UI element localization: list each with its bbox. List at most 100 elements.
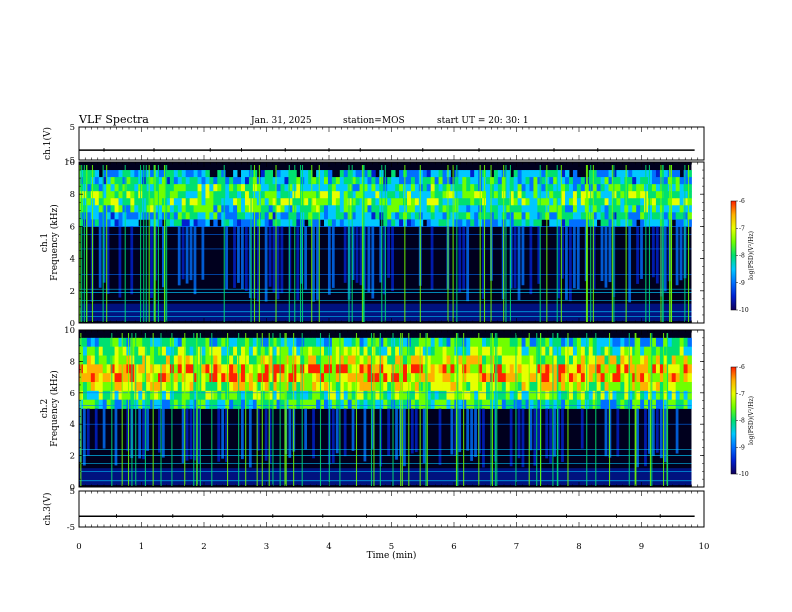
spectrogram-cell bbox=[458, 219, 463, 227]
spectrogram-cell bbox=[260, 198, 266, 206]
spectrogram-cell bbox=[86, 337, 92, 348]
spectrogram-cell bbox=[426, 390, 432, 401]
spectrogram-cell bbox=[600, 177, 605, 185]
spectrogram-cell bbox=[493, 177, 499, 185]
spectrogram-cell bbox=[557, 198, 562, 206]
spectrogram-cell bbox=[651, 191, 657, 199]
spectrogram-cell bbox=[561, 373, 566, 383]
spectrogram-cell bbox=[351, 198, 357, 206]
spectrogram-cell bbox=[493, 346, 499, 356]
spectrogram-cell bbox=[308, 212, 313, 220]
spectrogram-cell bbox=[383, 346, 388, 356]
spectrogram-cell bbox=[529, 212, 534, 220]
spectrogram-cell bbox=[339, 191, 345, 199]
spectrogram-cell bbox=[359, 346, 364, 356]
spectrogram-cell bbox=[663, 364, 669, 374]
spectrogram-cell bbox=[596, 382, 602, 392]
spectrogram-cell bbox=[205, 399, 210, 409]
spectrogram-cell bbox=[197, 346, 202, 356]
hiss-streak bbox=[371, 226, 375, 299]
spectrogram-cell bbox=[640, 390, 645, 401]
spectrogram-cell bbox=[335, 191, 341, 199]
spectrogram-cell bbox=[154, 364, 159, 374]
spectrogram-cell bbox=[576, 373, 582, 383]
spectrogram-cell bbox=[651, 399, 657, 409]
spectrogram-cell bbox=[675, 205, 681, 213]
spectrogram-cell bbox=[134, 373, 139, 383]
spectrogram-cell bbox=[466, 390, 471, 401]
spectrogram-cell bbox=[434, 382, 439, 392]
spectrogram-cell bbox=[268, 219, 274, 227]
spectrogram-cell bbox=[679, 205, 684, 213]
spectrogram-cell bbox=[150, 382, 155, 392]
y-tick-label: -5 bbox=[67, 523, 75, 533]
hiss-streak bbox=[363, 226, 367, 291]
spectrogram-cell bbox=[367, 184, 372, 192]
hiss-streak bbox=[256, 408, 260, 451]
spectrogram-cell bbox=[418, 373, 424, 383]
spectrogram-cell bbox=[422, 355, 428, 365]
hiss-streak bbox=[482, 226, 485, 299]
spectrogram-cell bbox=[561, 399, 566, 409]
hiss-streak bbox=[422, 408, 426, 464]
hiss-streak bbox=[458, 226, 462, 293]
spectrogram-cell bbox=[331, 184, 337, 192]
spectrogram-cell bbox=[221, 177, 226, 185]
spectrogram-cell bbox=[557, 373, 562, 383]
hiss-streak bbox=[663, 408, 667, 463]
spectrogram-cell bbox=[146, 399, 151, 409]
spectrogram-cell bbox=[316, 177, 321, 185]
spectrogram-cell bbox=[679, 219, 684, 227]
spectrogram-cell bbox=[86, 390, 92, 401]
spectrogram-cell bbox=[580, 212, 586, 220]
spectrogram-cell bbox=[296, 219, 301, 227]
spectrogram-cell bbox=[327, 337, 333, 348]
spectrogram-cell bbox=[106, 191, 112, 199]
spectrogram-cell bbox=[359, 355, 364, 365]
spectrogram-cell bbox=[553, 184, 558, 192]
spectrogram-cell bbox=[470, 390, 475, 401]
spectrogram-cell bbox=[679, 399, 684, 409]
spectrogram-cell bbox=[604, 212, 609, 220]
spectrogram-cell bbox=[209, 184, 214, 192]
spectrogram-cell bbox=[592, 191, 598, 199]
spectrogram-cell bbox=[525, 191, 530, 199]
y-tick-label: 10 bbox=[64, 326, 75, 336]
spectrogram-cell bbox=[165, 191, 171, 199]
spectrogram-cell bbox=[434, 399, 439, 409]
spectrogram-cell bbox=[651, 219, 657, 227]
spectrogram-cell bbox=[217, 355, 222, 365]
hiss-streak bbox=[158, 408, 161, 453]
spectrogram-cell bbox=[509, 364, 515, 374]
hiss-streak bbox=[604, 408, 608, 457]
spectrogram-cell bbox=[671, 355, 677, 365]
spectrogram-cell bbox=[438, 170, 443, 178]
spectrogram-cell bbox=[82, 382, 88, 392]
spectrogram-cell bbox=[272, 337, 277, 348]
spectrogram-cell bbox=[158, 364, 163, 374]
spectrogram-cell bbox=[355, 219, 360, 227]
spectrogram-cell bbox=[161, 364, 167, 374]
spectrogram-cell bbox=[509, 198, 515, 206]
spectrogram-cell bbox=[288, 382, 293, 392]
spectrogram-cell bbox=[569, 364, 574, 374]
spectrogram-cell bbox=[94, 184, 100, 192]
spectrogram-cell bbox=[86, 364, 92, 374]
spectrogram-cell bbox=[233, 373, 238, 383]
spectrogram-cell bbox=[438, 205, 443, 213]
hiss-streak bbox=[545, 408, 549, 459]
spectrogram-cell bbox=[106, 212, 112, 220]
spectrogram-cell bbox=[628, 177, 633, 185]
spectrogram-cell bbox=[675, 177, 681, 185]
spectrogram-cell bbox=[474, 191, 479, 199]
spectrogram-cell bbox=[154, 399, 159, 409]
spectrogram-cell bbox=[351, 191, 357, 199]
spectrogram-cell bbox=[418, 399, 424, 409]
spectrogram-cell bbox=[446, 170, 451, 178]
spectrogram-cell bbox=[359, 337, 364, 348]
spectrogram-cell bbox=[410, 355, 416, 365]
spectrogram-cell bbox=[541, 198, 546, 206]
spectrogram-cell bbox=[395, 399, 400, 409]
hiss-streak bbox=[335, 408, 339, 454]
spectrogram-cell bbox=[403, 382, 408, 392]
